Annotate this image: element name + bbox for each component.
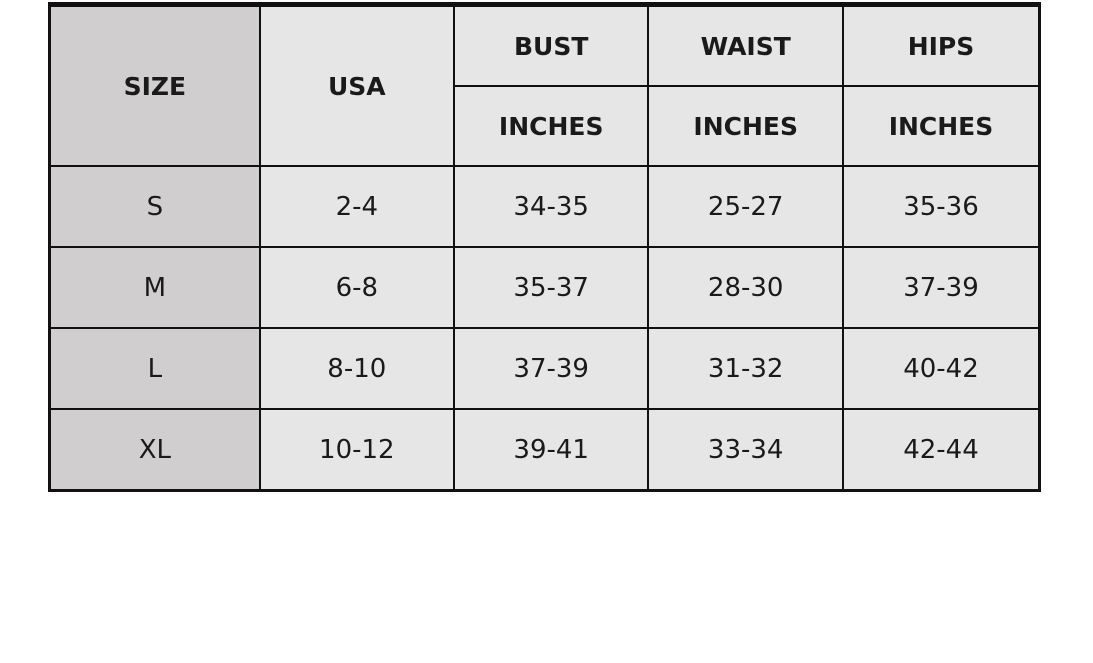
- header-usa: USA: [258, 3, 455, 167]
- cell-hips: 40-42: [841, 327, 1041, 410]
- table-row: S 2-4 34-35 25-27 35-36: [48, 165, 1041, 248]
- cell-waist: 25-27: [647, 165, 844, 248]
- cell-waist: 33-34: [647, 408, 844, 492]
- table-row: M 6-8 35-37 28-30 37-39: [48, 246, 1041, 329]
- cell-waist: 28-30: [647, 246, 844, 329]
- cell-hips: 37-39: [841, 246, 1041, 329]
- unit-waist: INCHES: [647, 85, 844, 167]
- cell-size: S: [48, 165, 261, 248]
- cell-size: XL: [48, 408, 261, 492]
- header-row-1: SIZE USA BUST WAIST HIPS: [48, 3, 1041, 167]
- cell-bust: 35-37: [452, 246, 650, 329]
- unit-hips: INCHES: [841, 85, 1041, 167]
- cell-bust: 39-41: [452, 408, 650, 492]
- cell-usa: 10-12: [258, 408, 455, 492]
- cell-usa: 8-10: [258, 327, 455, 410]
- unit-bust: INCHES: [452, 85, 650, 167]
- cell-hips: 35-36: [841, 165, 1041, 248]
- table-row: XL 10-12 39-41 33-34 42-44: [48, 408, 1041, 492]
- header-size: SIZE: [48, 3, 261, 167]
- header-hips: HIPS: [841, 3, 1041, 87]
- cell-usa: 2-4: [258, 165, 455, 248]
- cell-waist: 31-32: [647, 327, 844, 410]
- cell-bust: 34-35: [452, 165, 650, 248]
- cell-size: L: [48, 327, 261, 410]
- table-row: L 8-10 37-39 31-32 40-42: [48, 327, 1041, 410]
- size-chart-table: SIZE USA BUST WAIST HIPS INCHES INCHES I…: [48, 2, 1041, 492]
- cell-size: M: [48, 246, 261, 329]
- cell-hips: 42-44: [841, 408, 1041, 492]
- header-waist: WAIST: [647, 3, 844, 87]
- cell-bust: 37-39: [452, 327, 650, 410]
- header-row-2: INCHES INCHES INCHES: [50, 85, 1041, 167]
- header-bust: BUST: [452, 3, 650, 87]
- cell-usa: 6-8: [258, 246, 455, 329]
